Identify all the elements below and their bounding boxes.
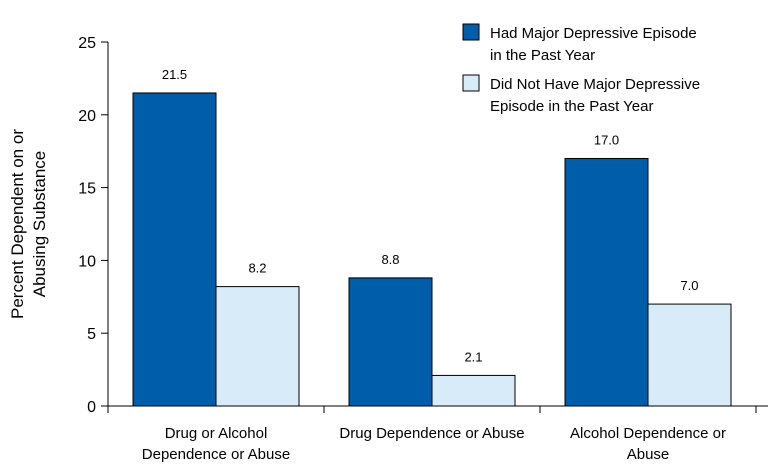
y-axis-title-text: Percent Dependent on or Abusing Substance [8,129,49,319]
bars [132,92,732,407]
legend: Had Major Depressive Episode in the Past … [462,23,700,115]
category-label: Drug or Alcohol [165,425,268,442]
y-axis-title-line: Percent Dependent on or [8,129,27,319]
legend-swatch [462,23,480,41]
category-label: Abuse [627,446,670,463]
category-label: Alcohol Dependence or [570,425,726,442]
legend-swatch [462,74,480,92]
data-label: 8.8 [381,252,399,267]
legend-label: Did Not Have Major Depressive [490,76,700,93]
y-axis-title-line: Abusing Substance [30,151,49,298]
y-tick-label: 5 [87,326,96,343]
bar [348,277,433,407]
y-tick-label: 0 [87,399,96,416]
data-label: 8.2 [248,261,266,276]
bar [215,286,300,407]
category-label: Drug Dependence or Abuse [339,425,524,442]
legend-label: Episode in the Past Year [490,98,653,115]
data-label: 7.0 [680,278,698,293]
y-axis: 0 5 10 15 20 25 [78,35,109,416]
y-axis-title: Percent Dependent on or Abusing Substance [8,129,49,319]
legend-label: Had Major Depressive Episode [490,25,697,42]
bar [132,92,217,407]
x-axis [107,405,768,413]
data-label: 21.5 [162,67,187,82]
category-labels: Drug or Alcohol Dependence or Abuse Drug D… [142,425,726,463]
bar [564,157,649,407]
y-tick-label: 20 [78,108,96,125]
data-label: 2.1 [464,349,482,364]
y-tick-label: 15 [78,181,96,198]
category-label: Dependence or Abuse [142,446,290,463]
y-tick-label: 10 [78,253,96,270]
data-labels: 21.5 8.8 17.0 8.2 2.1 7.0 [162,67,699,364]
bar [431,374,516,407]
bar [647,303,732,407]
data-label: 17.0 [594,132,619,147]
y-tick-label: 25 [78,35,96,52]
legend-label: in the Past Year [490,47,595,64]
